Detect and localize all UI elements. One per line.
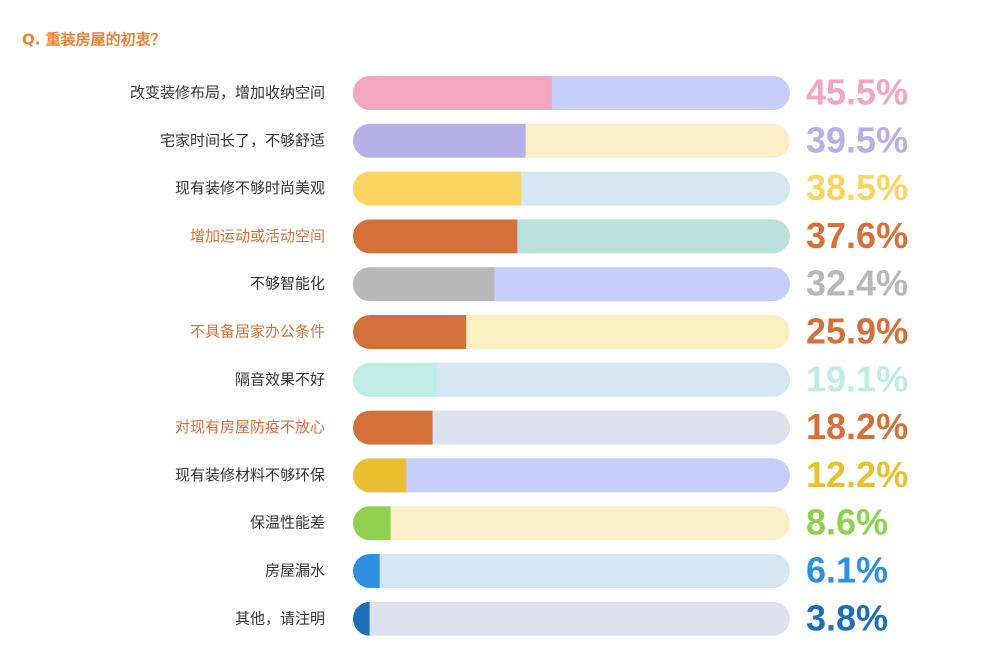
bar — [353, 362, 437, 397]
bar — [353, 123, 526, 158]
category-label: 其他，请注明 — [235, 609, 325, 627]
category-label: 现有装修材料不够环保 — [175, 466, 325, 484]
value-label: 18.2% — [806, 406, 908, 447]
category-label: 保温性能差 — [250, 514, 325, 532]
category-label: 对现有房屋防疫不放心 — [175, 418, 325, 436]
bar — [353, 554, 380, 588]
category-label: 现有装修不够时尚美观 — [175, 179, 325, 197]
bar — [353, 315, 467, 349]
value-label: 3.8% — [806, 597, 888, 638]
value-label: 6.1% — [806, 550, 888, 591]
category-label: 宅家时间长了，不够舒适 — [160, 131, 325, 149]
value-label: 19.1% — [806, 358, 908, 399]
category-label: 改变装修布局，增加收纳空间 — [130, 84, 325, 102]
bar — [353, 76, 552, 110]
value-label: 12.2% — [806, 454, 908, 495]
bar-track — [353, 362, 790, 397]
value-label: 8.6% — [806, 502, 888, 543]
value-label: 45.5% — [806, 72, 908, 113]
bar-track — [353, 410, 790, 445]
category-label: 不够智能化 — [250, 275, 325, 293]
bar-track — [353, 601, 790, 636]
bar-track — [353, 458, 790, 493]
bar — [353, 458, 407, 493]
bar-track — [353, 506, 790, 541]
value-label: 25.9% — [806, 311, 908, 352]
value-label: 32.4% — [806, 263, 908, 304]
category-label: 隔音效果不好 — [235, 370, 325, 388]
bar — [353, 410, 433, 445]
value-label: 37.6% — [806, 215, 908, 256]
bar — [353, 601, 370, 636]
category-label: 房屋漏水 — [265, 562, 325, 580]
value-label: 38.5% — [806, 167, 908, 208]
bar — [353, 219, 518, 254]
bar — [353, 506, 391, 541]
category-label: 增加运动或活动空间 — [190, 227, 325, 245]
value-label: 39.5% — [806, 119, 908, 160]
bar — [353, 267, 495, 302]
chart-title: Q. 重装房屋的初衷？ — [22, 31, 166, 49]
bar — [353, 171, 522, 206]
bar-track — [353, 554, 790, 588]
category-label: 不具备居家办公条件 — [190, 323, 325, 341]
